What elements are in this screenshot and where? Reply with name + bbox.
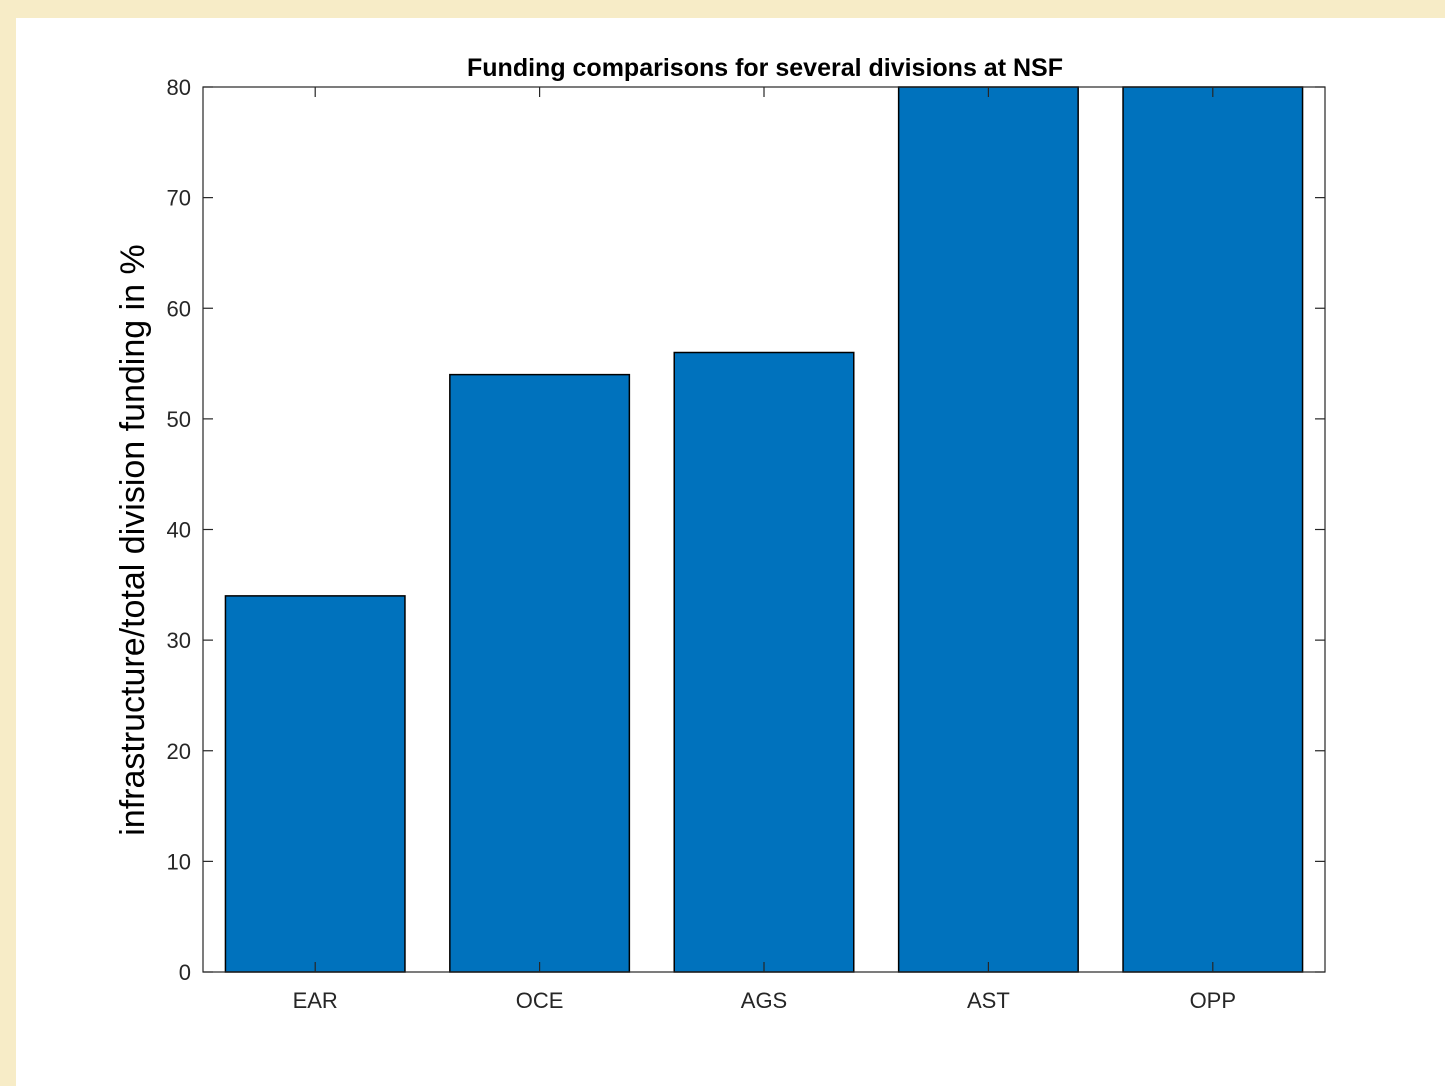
y-tick-label: 50	[167, 407, 191, 432]
y-tick-label: 10	[167, 849, 191, 874]
bars-group	[224, 86, 1304, 973]
y-tick-label: 0	[179, 960, 191, 985]
bar-oce	[449, 373, 631, 973]
y-tick-label: 20	[167, 739, 191, 764]
y-tick-label: 70	[167, 186, 191, 211]
y-axis-label: infrastructure/total division funding in…	[114, 244, 152, 836]
x-tick-label-ear: EAR	[293, 988, 338, 1013]
y-tick-label: 30	[167, 628, 191, 653]
x-tick-label-opp: OPP	[1190, 988, 1236, 1013]
bar-ags	[673, 351, 855, 973]
y-tick-label: 60	[167, 296, 191, 321]
bar-ast	[897, 86, 1079, 973]
x-tick-label-ast: AST	[967, 988, 1010, 1013]
bar-ear	[224, 595, 406, 973]
x-tick-label-oce: OCE	[516, 988, 564, 1013]
chart-title: Funding comparisons for several division…	[467, 54, 1063, 82]
x-tick-label-ags: AGS	[741, 988, 787, 1013]
axes-group: 0 10 20 30 40 50 60 70 80 EAR OCE AGS AST OPP	[167, 75, 1326, 1013]
y-tick-label: 40	[167, 518, 191, 543]
y-tick-label: 80	[167, 75, 191, 100]
bar-opp	[1122, 86, 1304, 973]
